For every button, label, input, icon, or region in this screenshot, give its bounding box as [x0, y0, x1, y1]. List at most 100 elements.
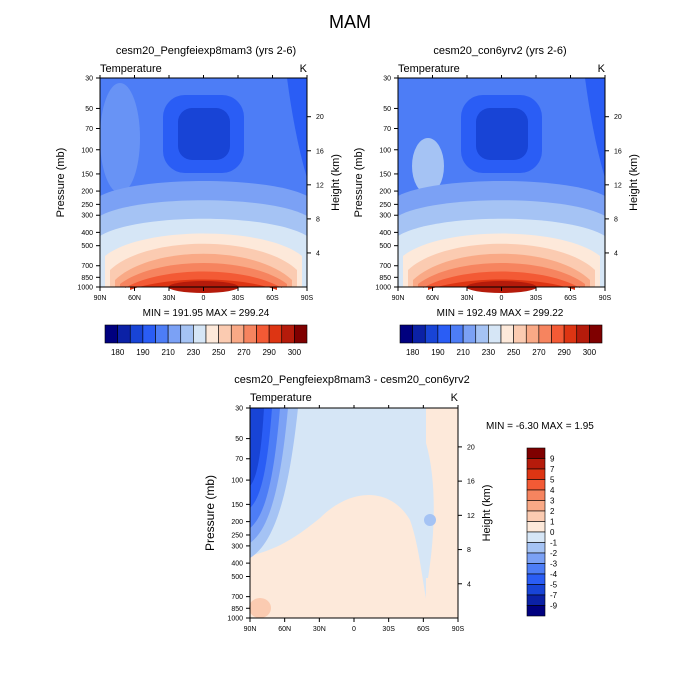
- panel-2-colorbar: 180 190 210 230 250 270 290 300: [399, 324, 603, 357]
- colorbar-label: 230: [482, 348, 496, 357]
- colorbar-box: [243, 324, 257, 344]
- colorbar-label: 300: [583, 348, 597, 357]
- panel-2-minmax: MIN = 192.49 MAX = 299.22: [437, 308, 564, 319]
- colorbar-box: [551, 324, 565, 344]
- latitude-tick-label: 90N: [94, 295, 107, 302]
- colorbar-label: -1: [550, 539, 558, 548]
- pressure-tick-label: 250: [81, 202, 93, 209]
- colorbar-box: [488, 324, 502, 344]
- panel-3-variable: Temperature: [250, 392, 312, 404]
- colorbar-box: [104, 324, 118, 344]
- pressure-tick-label: 250: [379, 202, 391, 209]
- band-cold-core-inner: [178, 108, 230, 160]
- colorbar-box: [193, 324, 207, 344]
- colorbar-box: [180, 324, 194, 344]
- figure-title: MAM: [329, 12, 371, 32]
- diff-positive-region: [250, 495, 430, 618]
- colorbar-box: [526, 542, 546, 554]
- colorbar-box: [117, 324, 131, 344]
- height-tick-label: 4: [467, 581, 471, 588]
- panel-2-contour-field: [398, 78, 605, 293]
- colorbar-label: -7: [550, 591, 558, 600]
- pressure-tick-label: 200: [231, 519, 243, 526]
- pressure-tick-label: 150: [379, 171, 391, 178]
- band-right-cold: [287, 78, 307, 178]
- colorbar-box: [450, 324, 464, 344]
- colorbar-label: 7: [550, 465, 555, 474]
- latitude-tick-label: 0: [202, 295, 206, 302]
- panel-1-minmax: MIN = 191.95 MAX = 299.24: [143, 308, 270, 319]
- colorbar-label: -9: [550, 602, 558, 611]
- panel-2-title: cesm20_con6yrv2 (yrs 2-6): [433, 45, 566, 57]
- colorbar-label: 290: [557, 348, 571, 357]
- colorbar-label: 190: [431, 348, 445, 357]
- height-tick-label: 12: [614, 182, 622, 189]
- colorbar-label: -5: [550, 581, 558, 590]
- colorbar-box: [437, 324, 451, 344]
- pressure-tick-label: 500: [81, 243, 93, 250]
- panel-2-variable: Temperature: [398, 63, 460, 75]
- colorbar-box: [526, 468, 546, 480]
- height-tick-label: 4: [316, 250, 320, 257]
- colorbar-box: [142, 324, 156, 344]
- panel-1-variable: Temperature: [100, 63, 162, 75]
- pressure-tick-label: 250: [231, 532, 243, 539]
- diff-negative-blob: [364, 444, 396, 472]
- colorbar-label: 270: [532, 348, 546, 357]
- pressure-tick-label: 1000: [227, 616, 243, 623]
- pressure-tick-label: 100: [81, 147, 93, 154]
- pressure-tick-label: 70: [383, 126, 391, 133]
- height-tick-label: 16: [467, 479, 475, 486]
- pressure-tick-label: 500: [379, 243, 391, 250]
- colorbar-box: [155, 324, 169, 344]
- colorbar-label: 5: [550, 476, 555, 485]
- latitude-tick-label: 0: [500, 295, 504, 302]
- colorbar-box: [462, 324, 477, 344]
- pressure-tick-label: 150: [81, 171, 93, 178]
- pressure-tick-label: 50: [383, 106, 391, 113]
- pressure-tick-label: 70: [235, 456, 243, 463]
- colorbar-box: [526, 447, 546, 459]
- colorbar-box: [129, 324, 144, 344]
- height-tick-label: 16: [316, 148, 324, 155]
- latitude-tick-label: 30N: [313, 626, 326, 633]
- panel-3-title: cesm20_Pengfeiexp8mam3 - cesm20_con6yrv2: [234, 374, 469, 386]
- pressure-tick-label: 500: [231, 574, 243, 581]
- pressure-tick-label: 400: [231, 561, 243, 568]
- latitude-tick-label: 30S: [232, 295, 245, 302]
- colorbar-box: [526, 500, 546, 512]
- colorbar-box: [526, 573, 546, 585]
- latitude-tick-label: 60S: [564, 295, 577, 302]
- band-lighter-region: [100, 83, 140, 193]
- diff-negative-wedge: [250, 408, 264, 486]
- colorbar-box: [399, 324, 413, 344]
- band-cold-core-inner: [476, 108, 528, 160]
- colorbar-label: 180: [111, 348, 125, 357]
- colorbar-box: [218, 324, 232, 344]
- panel-3-units: K: [451, 392, 459, 404]
- colorbar-box: [525, 324, 540, 344]
- pressure-tick-label: 850: [379, 275, 391, 282]
- latitude-tick-label: 90N: [244, 626, 257, 633]
- latitude-tick-label: 30S: [530, 295, 543, 302]
- pressure-tick-label: 400: [81, 230, 93, 237]
- latitude-tick-label: 60S: [417, 626, 430, 633]
- colorbar-box: [526, 510, 546, 522]
- pressure-tick-label: 700: [81, 263, 93, 270]
- pressure-tick-label: 70: [85, 126, 93, 133]
- colorbar-box: [526, 584, 546, 596]
- height-tick-label: 8: [316, 216, 320, 223]
- panel-1-axes: 3050701001502002503004005007008501000481…: [77, 75, 324, 302]
- height-tick-label: 12: [316, 182, 324, 189]
- panel-3-ylabel-pressure: Pressure (mb): [203, 475, 217, 551]
- pressure-tick-label: 300: [81, 213, 93, 220]
- panel-difference: cesm20_Pengfeiexp8mam3 - cesm20_con6yrv2…: [203, 374, 594, 633]
- pressure-tick-label: 100: [379, 147, 391, 154]
- colorbar-box: [281, 324, 295, 344]
- colorbar-label: -3: [550, 560, 558, 569]
- panel-3-axes: 3050701001502002503004005007008501000481…: [227, 405, 475, 633]
- colorbar-label: -4: [550, 570, 558, 579]
- colorbar-label: 290: [262, 348, 276, 357]
- colorbar-box: [526, 594, 546, 606]
